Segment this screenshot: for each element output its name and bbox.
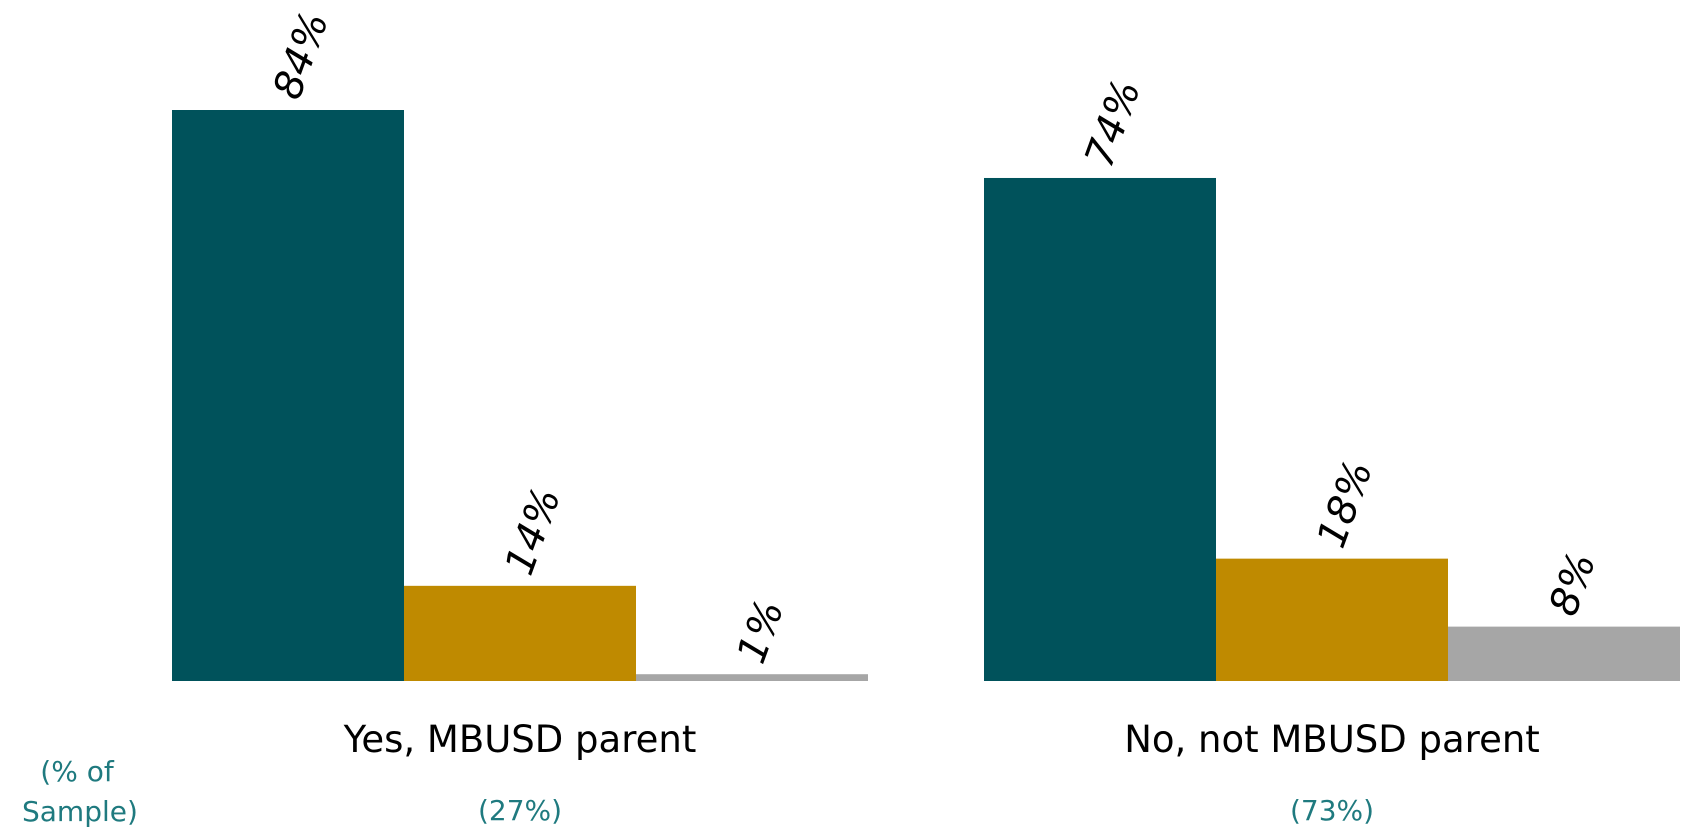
data-label-s3-not-parent: 8% (1541, 546, 1606, 621)
bar-s2-yes-parent (404, 585, 636, 681)
data-label-s1-yes-parent: 84% (265, 6, 339, 105)
category-subtitle-yes-parent: (27%) (478, 794, 562, 827)
bar-s3-yes-parent (636, 674, 868, 681)
bar-s1-not-parent (984, 177, 1216, 681)
data-label-s1-not-parent: 74% (1077, 74, 1151, 173)
category-label-not-parent: No, not MBUSD parent (1124, 718, 1540, 761)
data-label-s2-yes-parent: 14% (497, 482, 571, 581)
labels-layer: 84% 14% 1% Yes, MBUSD parent (27%) 74% 18% 8% No… (265, 6, 1606, 827)
bar-s1-yes-parent (172, 110, 404, 681)
category-label-yes-parent: Yes, MBUSD parent (343, 718, 697, 761)
bar-s3-not-parent (1448, 626, 1680, 681)
data-label-s3-yes-parent: 1% (729, 594, 794, 669)
data-label-s2-not-parent: 18% (1309, 455, 1383, 554)
sample-note: (% of Sample) (22, 755, 138, 828)
bars-layer (172, 110, 1680, 681)
bar-s2-not-parent (1216, 558, 1448, 681)
category-subtitle-not-parent: (73%) (1290, 794, 1374, 827)
